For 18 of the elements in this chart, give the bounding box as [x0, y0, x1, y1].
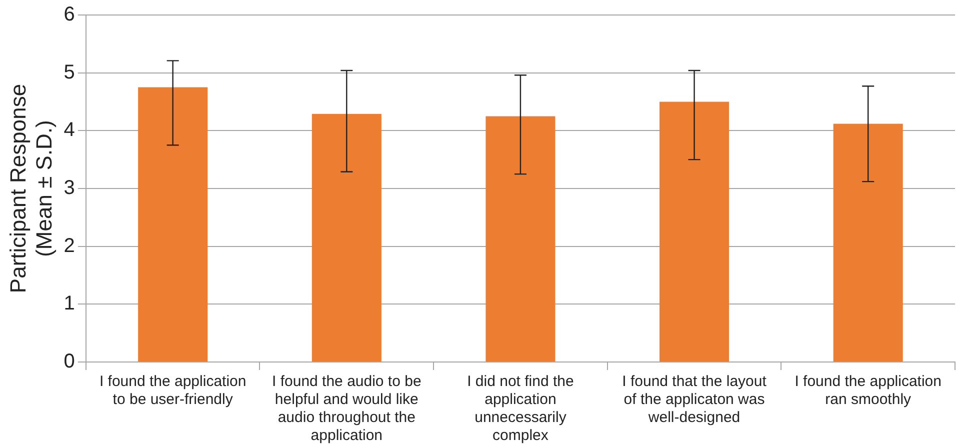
- bar: [486, 116, 556, 362]
- y-tick-label: 4: [64, 119, 75, 142]
- x-tick-label: I did not find the application unnecessarily complex: [467, 373, 574, 444]
- y-tick-label: 3: [64, 177, 75, 200]
- x-tick-label: I found the audio to be helpful and would like audio throughout the application: [272, 373, 422, 444]
- y-tick-label: 0: [64, 350, 75, 373]
- bar: [833, 124, 903, 362]
- y-tick-label: 1: [64, 292, 75, 315]
- y-tick-label: 6: [64, 4, 75, 26]
- bar: [660, 102, 730, 362]
- y-tick-label: 5: [64, 61, 75, 84]
- x-tick-label: I found that the layout of the applicaton was well-designed: [622, 373, 768, 426]
- y-axis-title: Participant Response (Mean ± S.D.): [5, 84, 57, 294]
- y-tick-label: 2: [64, 234, 75, 257]
- bar: [312, 114, 382, 362]
- bar: [138, 87, 208, 362]
- x-tick-label: I found the application to be user-friendly: [99, 373, 246, 408]
- x-tick-label: I found the application ran smoothly: [794, 373, 942, 408]
